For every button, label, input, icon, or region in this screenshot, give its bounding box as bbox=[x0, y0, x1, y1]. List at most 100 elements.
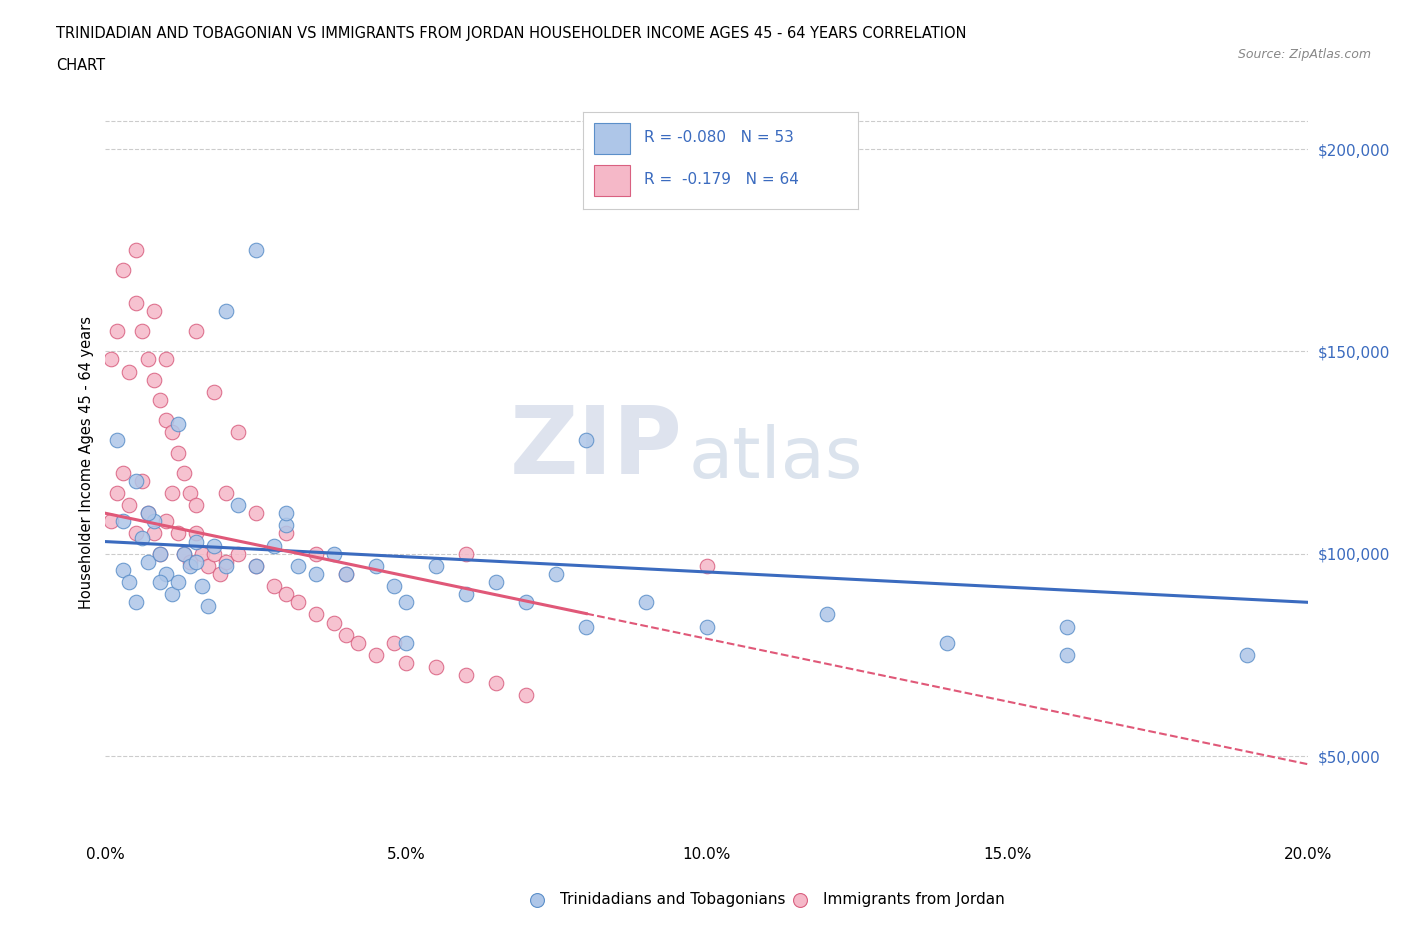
Point bbox=[305, 607, 328, 622]
Point bbox=[274, 518, 297, 533]
Point bbox=[124, 243, 146, 258]
Point bbox=[425, 659, 447, 674]
Point bbox=[155, 352, 177, 367]
Text: CHART: CHART bbox=[56, 58, 105, 73]
Point bbox=[1056, 647, 1078, 662]
FancyBboxPatch shape bbox=[595, 166, 630, 195]
Point bbox=[395, 595, 418, 610]
Point bbox=[696, 619, 718, 634]
Point bbox=[335, 566, 357, 581]
Point bbox=[305, 566, 328, 581]
Point bbox=[546, 566, 568, 581]
Point bbox=[184, 554, 207, 569]
Point bbox=[112, 263, 135, 278]
Point bbox=[274, 506, 297, 521]
Point bbox=[107, 433, 129, 448]
Text: R =  -0.179   N = 64: R = -0.179 N = 64 bbox=[644, 172, 799, 188]
Point bbox=[124, 296, 146, 311]
Point bbox=[184, 526, 207, 541]
Text: TRINIDADIAN AND TOBAGONIAN VS IMMIGRANTS FROM JORDAN HOUSEHOLDER INCOME AGES 45 : TRINIDADIAN AND TOBAGONIAN VS IMMIGRANTS… bbox=[56, 26, 967, 41]
Point bbox=[214, 303, 236, 318]
Point bbox=[107, 485, 129, 500]
Point bbox=[142, 303, 165, 318]
Point bbox=[107, 324, 129, 339]
Point bbox=[202, 384, 225, 399]
Point bbox=[197, 599, 219, 614]
Point bbox=[208, 566, 231, 581]
Point bbox=[142, 514, 165, 529]
Point bbox=[148, 575, 170, 590]
Text: Immigrants from Jordan: Immigrants from Jordan bbox=[824, 892, 1005, 908]
Point bbox=[789, 893, 811, 908]
Point bbox=[485, 575, 508, 590]
Point bbox=[575, 619, 598, 634]
Point bbox=[214, 485, 236, 500]
Point bbox=[136, 554, 159, 569]
Point bbox=[197, 558, 219, 573]
Point bbox=[245, 558, 267, 573]
Point bbox=[184, 324, 207, 339]
Point bbox=[112, 563, 135, 578]
Point bbox=[166, 575, 188, 590]
Point bbox=[1236, 647, 1258, 662]
Point bbox=[124, 473, 146, 488]
Point bbox=[142, 372, 165, 387]
Point bbox=[124, 595, 146, 610]
Point bbox=[382, 635, 405, 650]
Point bbox=[364, 558, 387, 573]
Point bbox=[202, 546, 225, 561]
Point bbox=[515, 688, 537, 703]
Point bbox=[148, 392, 170, 407]
Point bbox=[166, 526, 188, 541]
Point bbox=[155, 413, 177, 428]
Point bbox=[148, 546, 170, 561]
Point bbox=[155, 514, 177, 529]
Point bbox=[214, 554, 236, 569]
Point bbox=[118, 575, 141, 590]
Point bbox=[166, 417, 188, 432]
Point bbox=[142, 526, 165, 541]
Point bbox=[274, 526, 297, 541]
Point bbox=[335, 566, 357, 581]
Point bbox=[100, 352, 122, 367]
Point bbox=[173, 465, 195, 480]
Point bbox=[184, 534, 207, 549]
Point bbox=[263, 578, 285, 593]
Point bbox=[100, 514, 122, 529]
Point bbox=[263, 538, 285, 553]
Text: R = -0.080   N = 53: R = -0.080 N = 53 bbox=[644, 130, 793, 145]
Point bbox=[364, 647, 387, 662]
Point bbox=[515, 595, 537, 610]
Point bbox=[118, 365, 141, 379]
Point bbox=[190, 578, 212, 593]
Point bbox=[131, 473, 153, 488]
Point bbox=[305, 546, 328, 561]
Point bbox=[124, 526, 146, 541]
Point bbox=[160, 425, 183, 440]
Point bbox=[245, 558, 267, 573]
Point bbox=[575, 433, 598, 448]
Point bbox=[1056, 619, 1078, 634]
Point bbox=[322, 546, 344, 561]
Point bbox=[485, 676, 508, 691]
Point bbox=[347, 635, 370, 650]
Point bbox=[226, 546, 249, 561]
Point bbox=[322, 615, 344, 630]
Text: atlas: atlas bbox=[689, 424, 863, 494]
Point bbox=[190, 546, 212, 561]
Point bbox=[287, 595, 309, 610]
Point bbox=[454, 546, 477, 561]
Point bbox=[245, 506, 267, 521]
Point bbox=[136, 506, 159, 521]
Point bbox=[136, 352, 159, 367]
Point bbox=[696, 558, 718, 573]
Point bbox=[179, 485, 201, 500]
FancyBboxPatch shape bbox=[595, 124, 630, 153]
Text: Source: ZipAtlas.com: Source: ZipAtlas.com bbox=[1237, 48, 1371, 61]
Point bbox=[131, 324, 153, 339]
Point bbox=[160, 485, 183, 500]
Point bbox=[179, 554, 201, 569]
Point bbox=[136, 506, 159, 521]
Point bbox=[395, 656, 418, 671]
Point bbox=[245, 243, 267, 258]
